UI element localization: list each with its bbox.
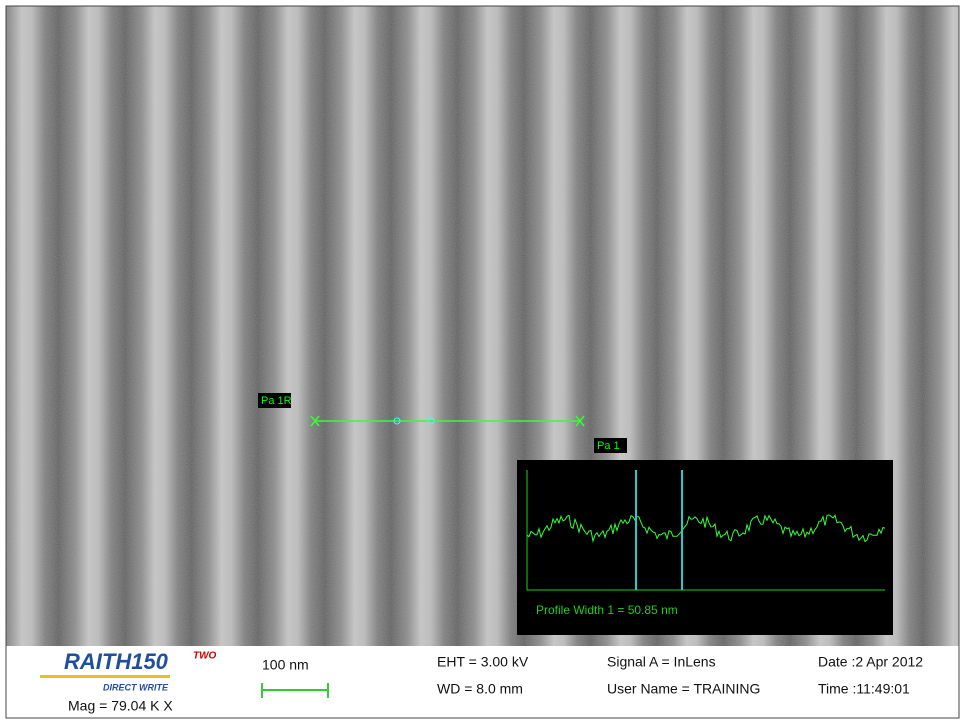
signal: Signal A = InLens — [607, 654, 716, 670]
eht: EHT = 3.00 kV — [437, 654, 529, 670]
wd: WD = 8.0 mm — [437, 681, 523, 697]
date: Date :2 Apr 2012 — [818, 654, 923, 670]
marker-label: Pa 1 — [597, 440, 620, 452]
logo-suffix: TWO — [193, 651, 217, 662]
logo-tagline: DIRECT WRITE — [103, 682, 169, 692]
marker-label: Pa 1R — [261, 395, 292, 407]
magnification: Mag = 79.04 K X — [68, 698, 173, 714]
logo-stripe — [40, 675, 170, 678]
scale-label: 100 nm — [262, 657, 309, 673]
user: User Name = TRAINING — [607, 681, 760, 697]
sem-screenshot: Pa 1R Pa 1 Profile Width 1 = 50.85 nm RA… — [0, 0, 965, 724]
time: Time :11:49:01 — [818, 681, 910, 697]
logo: RAITH150 — [64, 649, 169, 674]
profile-caption: Profile Width 1 = 50.85 nm — [536, 603, 678, 617]
profile-inset: Profile Width 1 = 50.85 nm — [517, 460, 893, 635]
